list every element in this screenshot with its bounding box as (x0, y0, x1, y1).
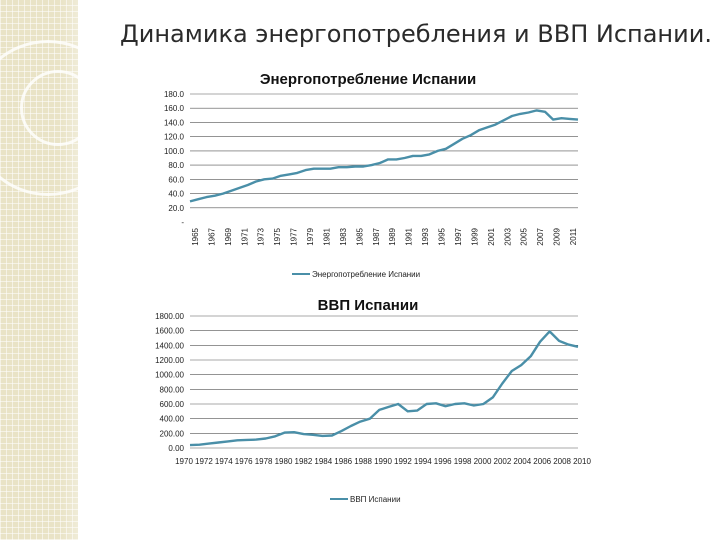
x-tick-label-1-18: 2006 (533, 457, 551, 466)
x-tick-label-1-20: 2010 (573, 457, 591, 466)
x-tick-label-1-1: 1972 (195, 457, 213, 466)
x-tick-label-0-20: 2005 (520, 227, 529, 245)
x-tick-label-1-12: 1994 (414, 457, 432, 466)
series-line-1-0 (189, 330, 579, 447)
y-tick-label-0-8: 160.0 (164, 104, 185, 113)
y-tick-label-1-2: 400.00 (160, 415, 185, 424)
y-tick-label-0-0: - (181, 218, 184, 227)
x-tick-label-1-11: 1992 (394, 457, 412, 466)
x-tick-label-0-15: 1995 (438, 227, 447, 245)
y-tick-label-0-7: 140.0 (164, 118, 185, 127)
chart-title-0: Энергопотребление Испании (260, 71, 476, 88)
decorative-circle (0, 40, 126, 196)
x-tick-label-1-5: 1980 (275, 457, 293, 466)
x-tick-label-0-8: 1981 (322, 227, 331, 245)
y-tick-label-1-0: 0.00 (168, 444, 184, 453)
x-tick-label-0-11: 1987 (372, 227, 381, 245)
x-tick-label-1-16: 2002 (494, 457, 512, 466)
x-tick-label-0-7: 1979 (306, 227, 315, 245)
legend-label-0-0: Энергопотребление Испании (312, 270, 420, 279)
x-tick-label-0-6: 1977 (290, 227, 299, 245)
x-tick-label-1-10: 1990 (374, 457, 392, 466)
y-tick-label-1-8: 1600.00 (155, 327, 184, 336)
x-tick-label-1-9: 1988 (354, 457, 372, 466)
x-tick-label-1-7: 1984 (314, 457, 332, 466)
legend-label-1-0: ВВП Испании (350, 495, 401, 504)
y-tick-label-1-3: 600.00 (160, 400, 185, 409)
x-tick-label-0-4: 1973 (257, 227, 266, 245)
x-tick-label-0-3: 1971 (240, 227, 249, 245)
x-tick-label-0-19: 2003 (503, 227, 512, 245)
y-tick-label-1-1: 200.00 (160, 429, 185, 438)
series-line-0-0 (189, 109, 579, 203)
decorative-circle-small (20, 70, 96, 146)
x-tick-label-0-13: 1991 (405, 227, 414, 245)
y-tick-label-1-6: 1200.00 (155, 356, 184, 365)
x-tick-label-1-14: 1998 (454, 457, 472, 466)
x-tick-label-1-2: 1974 (215, 457, 233, 466)
x-tick-label-0-2: 1969 (224, 227, 233, 245)
chart-title-1: ВВП Испании (318, 297, 419, 314)
x-tick-label-1-0: 1970 (175, 457, 193, 466)
x-tick-label-1-3: 1976 (235, 457, 253, 466)
x-tick-label-0-17: 1999 (470, 227, 479, 245)
y-tick-label-1-4: 800.00 (160, 385, 185, 394)
y-tick-label-1-7: 1400.00 (155, 341, 184, 350)
x-tick-label-1-15: 2000 (474, 457, 492, 466)
x-tick-label-0-10: 1985 (355, 227, 364, 245)
x-tick-label-1-19: 2008 (553, 457, 571, 466)
x-tick-label-0-21: 2007 (536, 227, 545, 245)
y-tick-label-0-5: 100.0 (164, 147, 185, 156)
x-tick-label-0-16: 1997 (454, 227, 463, 245)
x-tick-label-0-22: 2009 (553, 227, 562, 245)
y-tick-label-0-4: 80.0 (168, 161, 184, 170)
x-tick-label-0-18: 2001 (487, 227, 496, 245)
y-tick-label-1-5: 1000.00 (155, 371, 184, 380)
x-tick-label-0-9: 1983 (339, 227, 348, 245)
x-tick-label-0-23: 2011 (569, 227, 578, 245)
x-tick-label-1-6: 1982 (295, 457, 313, 466)
y-tick-label-0-9: 180.0 (164, 90, 185, 99)
x-tick-label-0-1: 1967 (207, 227, 216, 245)
x-tick-label-0-12: 1989 (388, 227, 397, 245)
y-tick-label-0-3: 60.0 (168, 175, 184, 184)
x-tick-label-1-8: 1986 (334, 457, 352, 466)
x-tick-label-0-5: 1975 (273, 227, 282, 245)
x-tick-label-1-13: 1996 (434, 457, 452, 466)
slide-title: Динамика энергопотребления и ВВП Испании… (120, 20, 712, 48)
y-tick-label-0-2: 40.0 (168, 190, 184, 199)
x-tick-label-1-17: 2004 (513, 457, 531, 466)
y-tick-label-0-1: 20.0 (168, 204, 184, 213)
x-tick-label-0-14: 1993 (421, 227, 430, 245)
x-tick-label-0-0: 1965 (191, 227, 200, 245)
y-tick-label-1-9: 1800.00 (155, 312, 184, 321)
y-tick-label-0-6: 120.0 (164, 133, 185, 142)
x-tick-label-1-4: 1978 (255, 457, 273, 466)
